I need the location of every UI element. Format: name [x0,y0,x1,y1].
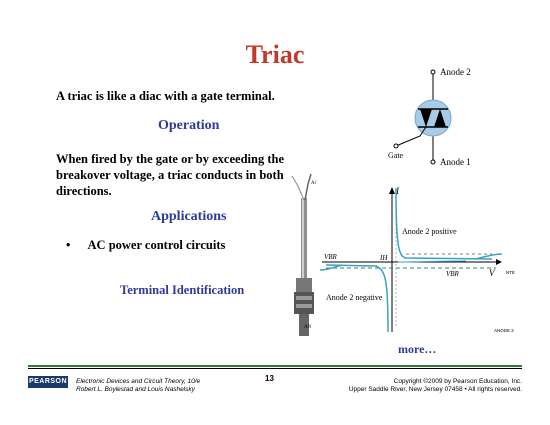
graph-edge-label-right: NTE [506,270,515,275]
page-number: 13 [265,374,274,383]
copyright-info: Copyright ©2009 by Pearson Education, In… [349,378,522,394]
anode2-label: Anode 2 [440,67,471,77]
copyright-line-1: Copyright ©2009 by Pearson Education, In… [393,378,522,385]
book-title: Electronic Devices and Circuit Theory, 1… [76,378,201,385]
voltage-axis-label: V [489,268,496,278]
holding-current-label: IH [379,254,388,262]
graph-edge-label-bottom: ANODE 2 [494,328,514,333]
anode2-negative-label: Anode 2 negative [326,293,383,302]
anode2-positive-label: Anode 2 positive [402,227,457,236]
gate-label: Gate [388,151,404,160]
operation-heading: Operation [158,118,220,133]
bullet-icon: • [66,238,71,252]
applications-list: • AC power control circuits [66,237,225,253]
operation-line-1: When fired by the gate or by exceeding t… [56,152,284,166]
operation-text: When fired by the gate or by exceeding t… [56,151,296,199]
book-authors: Robert L. Boylestad and Louis Nashelsky [76,386,195,393]
triac-symbol: Anode 2 Anode 1 Gate [388,67,471,167]
photo-label-top: A1 [311,181,318,186]
current-axis-label: I [395,186,400,196]
pearson-logo: PEARSON [28,376,68,388]
slide-title: Triac [245,40,305,69]
more-link[interactable]: more… [398,342,437,356]
intro-text: A triac is like a diac with a gate termi… [56,89,275,103]
terminal-identification-heading: Terminal Identification [120,283,245,297]
footer-divider [28,365,522,367]
footer-divider-thin [28,368,522,369]
book-info: Electronic Devices and Circuit Theory, 1… [76,378,200,394]
applications-heading: Applications [151,209,227,224]
anode1-label: Anode 1 [440,157,471,167]
application-item: AC power control circuits [87,238,226,252]
vbr-left-label: VBR [324,253,338,261]
operation-line-2: breakover voltage, a triac conducts in b… [56,168,284,182]
operation-line-3: directions. [56,184,112,198]
copyright-line-2: Upper Saddle River, New Jersey 07458 • A… [348,386,522,393]
photo-label-bottom: AN [304,325,312,330]
vbr-right-label: VBR [446,270,460,278]
vi-characteristic-graph: I V VBR VBR IH Anode 2 positive Anode 2 … [316,182,522,340]
